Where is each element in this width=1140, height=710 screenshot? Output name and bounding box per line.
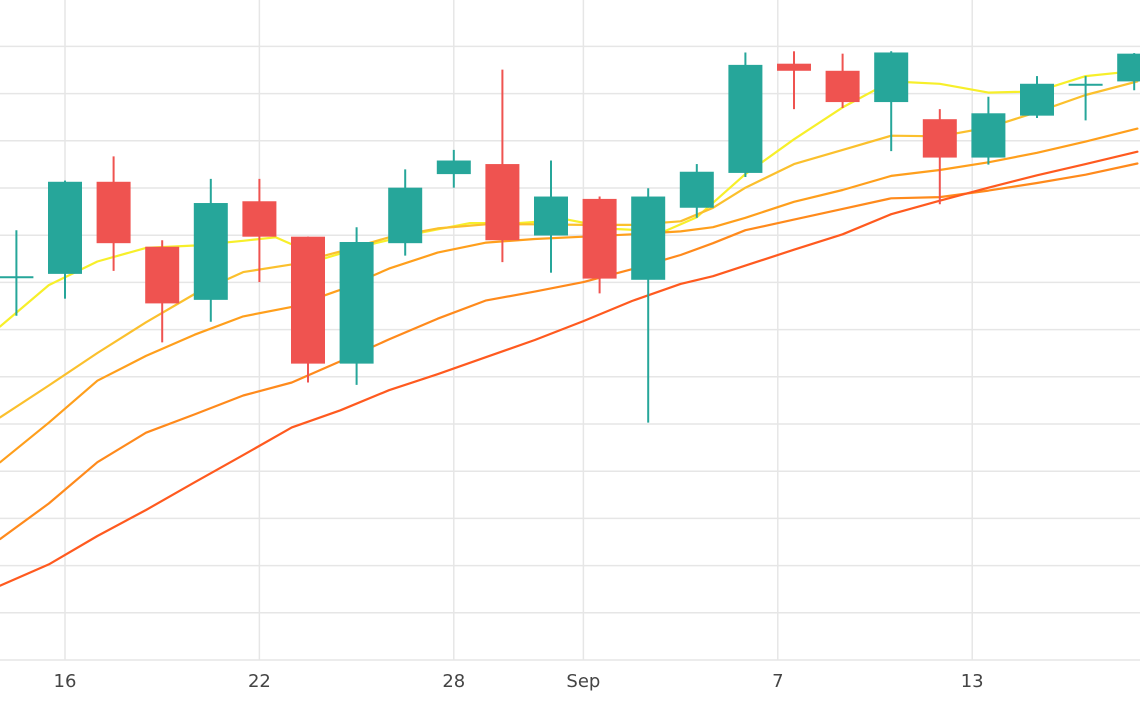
candle-body	[1068, 83, 1103, 86]
candle-body	[291, 236, 325, 364]
x-tick-label: 16	[54, 671, 77, 692]
candle-body	[874, 52, 909, 103]
candle-body	[679, 171, 714, 208]
candle-body	[339, 241, 374, 364]
candles-layer	[0, 51, 1140, 423]
candle	[291, 236, 325, 383]
candle-body	[242, 201, 277, 237]
candle	[825, 53, 860, 108]
chart-grid	[0, 0, 1140, 661]
candle	[242, 178, 277, 283]
candle-body	[0, 276, 34, 279]
candle	[922, 109, 957, 205]
candle	[193, 178, 228, 322]
candle	[145, 240, 180, 343]
x-axis-ticks: 16 22 28 Sep 7 13	[54, 671, 984, 692]
candle-body	[96, 181, 131, 244]
candle	[631, 188, 666, 423]
candle-body	[485, 164, 520, 241]
moving-average-line	[0, 150, 1139, 587]
candle	[339, 227, 374, 385]
candle-body	[1020, 83, 1054, 116]
candle-body	[145, 246, 180, 304]
x-tick-label: 7	[772, 671, 783, 692]
candle-body	[825, 70, 860, 103]
candle	[971, 96, 1006, 165]
candle-body	[48, 181, 82, 274]
candle-body	[777, 63, 811, 71]
candle-body	[1117, 53, 1140, 82]
candle-body	[388, 187, 423, 244]
candle	[874, 51, 909, 152]
candle-body	[582, 198, 617, 279]
candle-body	[971, 113, 1006, 158]
candle-body	[193, 203, 228, 300]
candle	[1117, 53, 1140, 91]
candle	[388, 169, 423, 256]
candle	[48, 180, 82, 299]
candle	[0, 230, 34, 316]
candle	[436, 149, 471, 188]
candle	[1020, 76, 1054, 119]
candle	[96, 156, 131, 271]
candle-body	[922, 119, 957, 158]
candle-body	[631, 196, 666, 280]
x-tick-label: Sep	[566, 671, 600, 692]
candle-body	[436, 160, 471, 175]
x-tick-label: 13	[961, 671, 984, 692]
candle	[728, 52, 763, 178]
candle-body	[728, 64, 763, 173]
candle	[777, 51, 811, 110]
x-tick-label: 22	[248, 671, 271, 692]
moving-average-layer	[0, 69, 1139, 587]
candle	[1068, 76, 1103, 121]
candle-body	[534, 196, 568, 236]
candle	[582, 196, 617, 294]
x-tick-label: 28	[442, 671, 465, 692]
candle	[485, 69, 520, 263]
candle	[679, 164, 714, 218]
candle	[534, 160, 568, 273]
